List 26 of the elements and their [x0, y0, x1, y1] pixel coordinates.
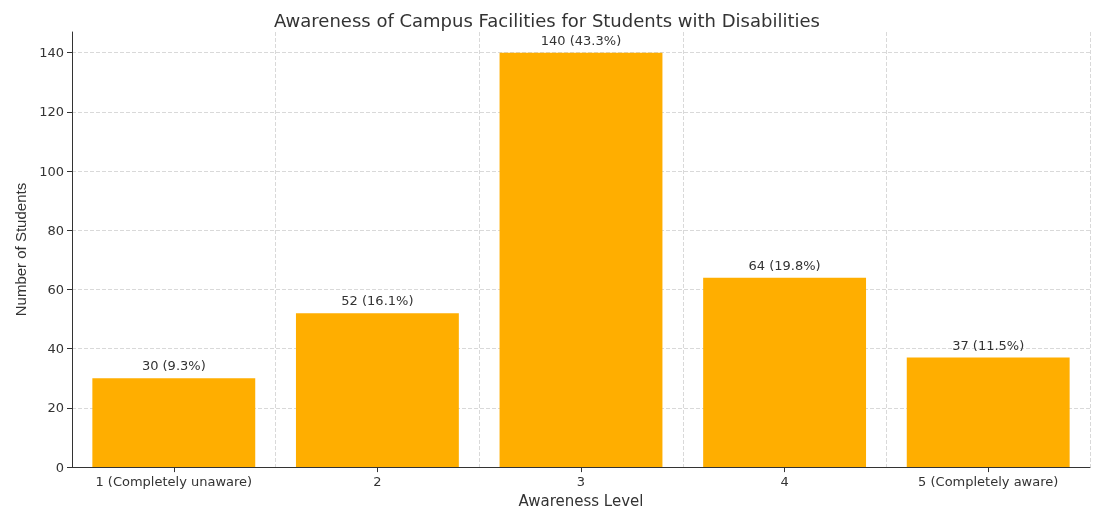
data-label: 30 (9.3%) [141, 358, 206, 374]
bar [295, 313, 459, 468]
data-label: 140 (43.3%) [540, 32, 622, 48]
y-tick-label: 140 [39, 45, 64, 61]
x-tick-label: 3 [576, 474, 586, 490]
data-label: 37 (11.5%) [952, 337, 1025, 353]
bar [92, 378, 256, 468]
y-tick-label: 120 [39, 104, 64, 120]
x-tick-label: 2 [373, 474, 382, 490]
data-label: 52 (16.1%) [341, 293, 414, 309]
bar [906, 357, 1070, 468]
data-label: 64 (19.8%) [748, 257, 821, 273]
y-axis-title: Number of Students [12, 182, 30, 317]
bar [703, 277, 867, 468]
y-tick-label: 40 [47, 341, 64, 357]
x-tick-label: 5 (Completely aware) [918, 474, 1059, 490]
y-tick-label: 100 [39, 163, 64, 179]
y-tick-label: 20 [47, 400, 64, 416]
x-axis-title: Awareness Level [518, 491, 644, 510]
x-tick-label: 4 [780, 474, 789, 490]
y-tick-label: 80 [47, 222, 64, 238]
bar [499, 52, 663, 468]
y-tick-label: 0 [55, 459, 64, 475]
chart-title: Awareness of Campus Facilities for Students with Disabilities [274, 9, 820, 31]
y-tick-label: 60 [47, 282, 64, 298]
x-tick-label: 1 (Completely unaware) [95, 474, 253, 490]
